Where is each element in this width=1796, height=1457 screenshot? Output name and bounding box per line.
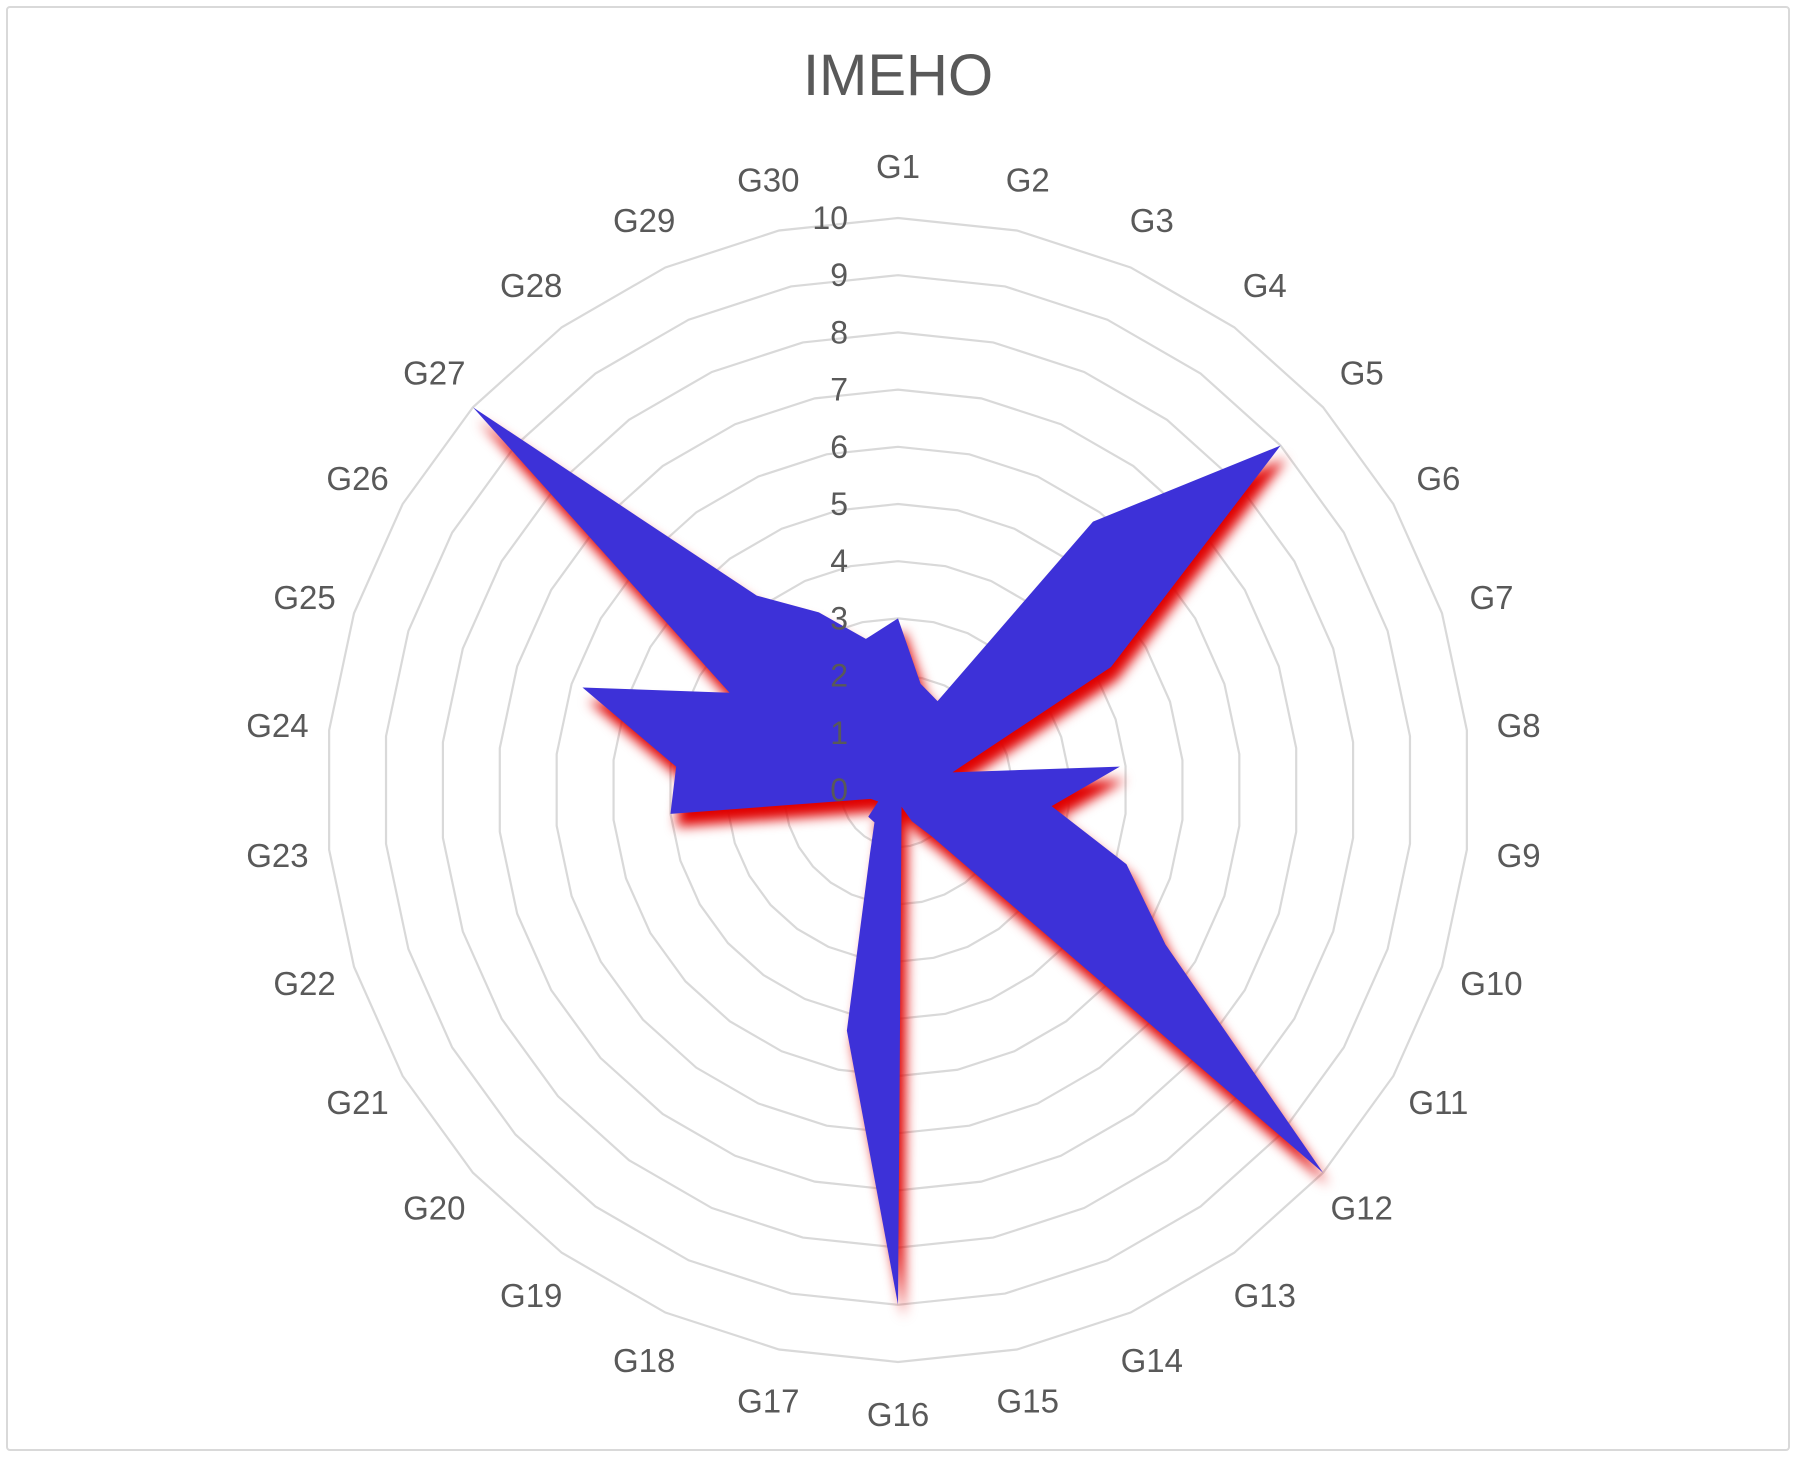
category-label: G24 — [246, 707, 308, 744]
category-label: G5 — [1340, 354, 1384, 391]
category-label: G7 — [1469, 579, 1513, 616]
r-tick-label: 2 — [830, 658, 848, 694]
r-tick-label: 9 — [830, 257, 848, 293]
category-label: G27 — [403, 354, 465, 391]
tick-label-layer: 0 1 2 3 4 5 6 7 8 9 10 — [812, 200, 848, 808]
category-label: G8 — [1497, 707, 1541, 744]
r-tick-label: 0 — [830, 772, 848, 808]
category-label: G6 — [1416, 460, 1460, 497]
category-label: G19 — [500, 1277, 562, 1314]
category-label: G22 — [273, 965, 335, 1002]
r-tick-label: 6 — [830, 429, 848, 465]
category-label: G10 — [1460, 965, 1522, 1002]
r-tick-label: 10 — [812, 200, 848, 236]
r-tick-label: 7 — [830, 372, 848, 408]
category-label: G12 — [1331, 1190, 1393, 1227]
category-label: G30 — [737, 162, 799, 199]
category-label: G17 — [737, 1382, 799, 1419]
category-label: G15 — [997, 1382, 1059, 1419]
r-tick-label: 1 — [830, 715, 848, 751]
category-label: G9 — [1497, 837, 1541, 874]
category-label: G20 — [403, 1190, 465, 1227]
category-label-layer: G1 G2 G3 G4 G5 G6 G7 G8 G9 G10 G11 G12 G13 G14 G15 G16 G… — [246, 148, 1540, 1433]
r-tick-label: 3 — [830, 600, 848, 636]
series-area-0 — [472, 407, 1324, 1305]
r-tick-label: 4 — [830, 543, 848, 579]
r-tick-label: 5 — [830, 486, 848, 522]
category-label: G25 — [273, 579, 335, 616]
category-label: G16 — [867, 1396, 929, 1433]
category-label: G3 — [1130, 202, 1174, 239]
category-label: G26 — [326, 460, 388, 497]
chart-title: IMEHO — [802, 43, 994, 108]
category-label: G21 — [326, 1084, 388, 1121]
r-tick-label: 8 — [830, 314, 848, 350]
category-label: G13 — [1234, 1277, 1296, 1314]
category-label: G4 — [1243, 267, 1287, 304]
category-label: G2 — [1006, 162, 1050, 199]
category-label: G23 — [246, 837, 308, 874]
category-label: G18 — [613, 1342, 675, 1379]
category-label: G11 — [1408, 1084, 1468, 1121]
series-layer — [472, 407, 1330, 1318]
category-label: G29 — [613, 202, 675, 239]
grid-ring-10 — [328, 216, 1468, 1364]
category-label: G28 — [500, 267, 562, 304]
category-label: G1 — [876, 148, 920, 185]
category-label: G14 — [1121, 1342, 1183, 1379]
